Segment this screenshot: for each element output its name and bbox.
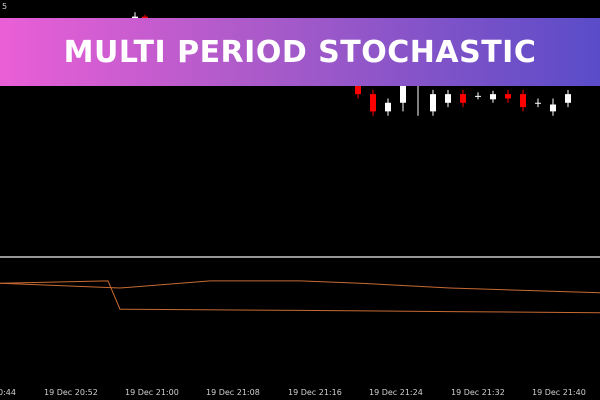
- stochastic-line-2: [0, 280, 600, 314]
- candle-body: [565, 94, 571, 103]
- title-banner: MULTI PERIOD STOCHASTIC: [0, 18, 600, 86]
- time-axis-label: 0:44: [0, 388, 16, 397]
- time-axis-label: 19 Dec 20:52: [44, 388, 98, 397]
- time-axis-label: 19 Dec 21:32: [451, 388, 505, 397]
- candle-body: [400, 85, 406, 103]
- candle-body: [520, 94, 526, 108]
- time-axis-label: 19 Dec 21:08: [206, 388, 260, 397]
- candle-body: [535, 102, 541, 104]
- corner-price-label: 5: [2, 2, 8, 11]
- stochastic-lines-group: [0, 280, 600, 314]
- candle-body: [445, 94, 451, 103]
- time-axis-label: 19 Dec 21:24: [369, 388, 423, 397]
- candle-body: [460, 94, 466, 103]
- candle-body: [370, 94, 376, 112]
- candle-body: [550, 104, 556, 112]
- time-axis-label: 19 Dec 21:16: [288, 388, 342, 397]
- candle-body: [475, 95, 481, 97]
- time-axis-label: 19 Dec 21:00: [125, 388, 179, 397]
- stochastic-line-1: [0, 280, 600, 294]
- banner-title: MULTI PERIOD STOCHASTIC: [63, 34, 537, 70]
- time-axis-label: 19 Dec 21:40: [532, 388, 586, 397]
- candle-body: [505, 94, 511, 99]
- candle-body: [385, 102, 391, 112]
- candle-body: [490, 94, 496, 100]
- candle-body: [430, 94, 436, 112]
